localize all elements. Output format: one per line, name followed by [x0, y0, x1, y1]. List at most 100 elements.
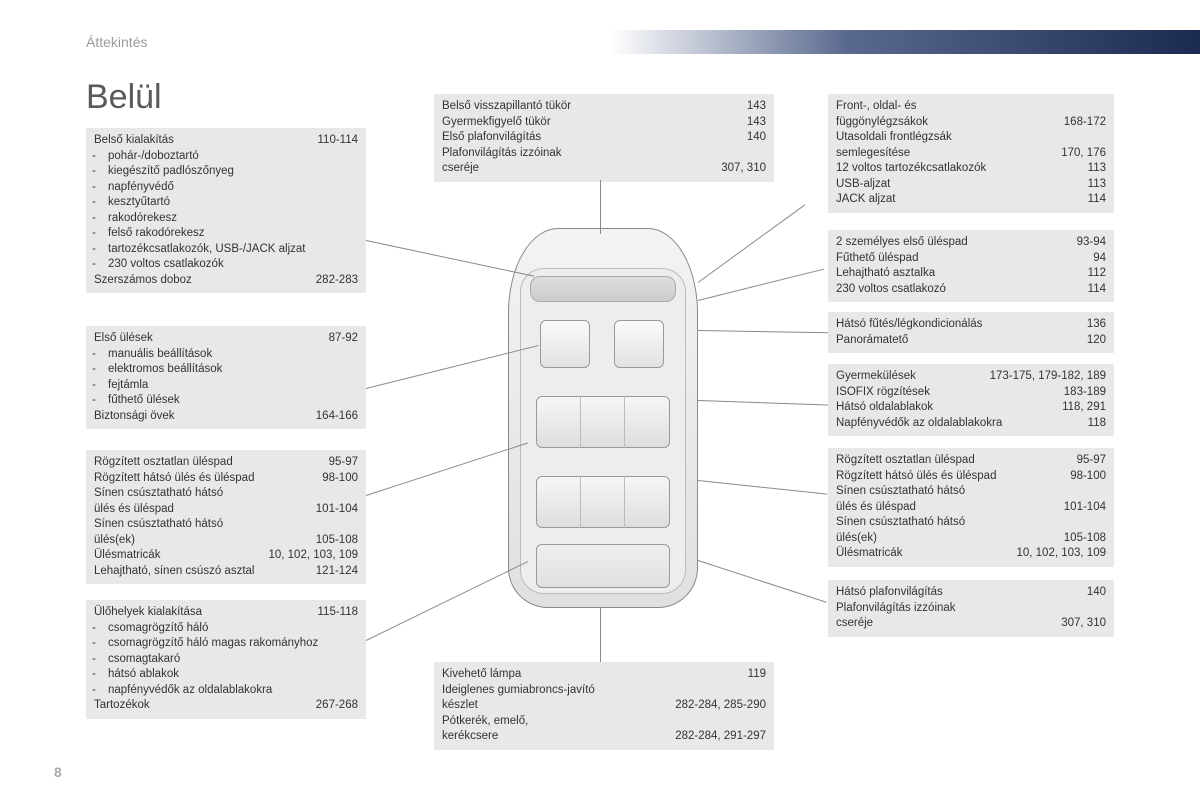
index-subitem: fejtámla	[94, 378, 358, 394]
item-page: 307, 310	[1053, 616, 1106, 632]
item-label: 12 voltos tartozékcsatlakozók	[836, 161, 986, 177]
item-page: 110-114	[310, 133, 359, 149]
leader-line	[600, 180, 601, 234]
leader-line	[366, 561, 528, 641]
item-label: Gyermekülések	[836, 369, 916, 385]
item-label: ülés(ek)	[94, 533, 135, 549]
item-page: 267-268	[308, 698, 358, 714]
item-label: Ülésmatricák	[94, 548, 160, 564]
index-row: Belső visszapillantó tükör143	[442, 99, 766, 115]
item-label: ISOFIX rögzítések	[836, 385, 930, 401]
item-label: Sínen csúsztatható hátsó	[94, 486, 223, 502]
index-row: Fűthető üléspad94	[836, 251, 1106, 267]
index-subitem: 230 voltos csatlakozók	[94, 257, 358, 273]
item-page	[1098, 601, 1106, 617]
index-row: Ideiglenes gumiabroncs-javító	[442, 683, 766, 699]
index-row: Plafonvilágítás izzóinak	[836, 601, 1106, 617]
item-label: ülés és üléspad	[94, 502, 174, 518]
item-label: ülés(ek)	[836, 531, 877, 547]
index-row: Plafonvilágítás izzóinak	[442, 146, 766, 162]
item-label: Napfényvédők az oldalablakokra	[836, 416, 1002, 432]
index-row: 230 voltos csatlakozó114	[836, 282, 1106, 298]
item-page: 183-189	[1056, 385, 1106, 401]
item-page: 143	[739, 115, 766, 131]
index-row: kerékcsere282-284, 291-297	[442, 729, 766, 745]
item-page: 98-100	[1062, 469, 1106, 485]
item-label: Plafonvilágítás izzóinak	[836, 601, 956, 617]
item-page	[758, 714, 766, 730]
item-label: semlegesítése	[836, 146, 910, 162]
item-page: 114	[1080, 192, 1106, 208]
page-number: 8	[54, 764, 62, 780]
box-rear-lighting: Hátsó plafonvilágítás140Plafonvilágítás …	[828, 580, 1114, 637]
item-page: 282-284, 285-290	[667, 698, 766, 714]
leader-line	[698, 330, 828, 333]
index-row: Tartozékok 267-268	[94, 698, 358, 714]
index-row: Pótkerék, emelő,	[442, 714, 766, 730]
item-page: 98-100	[314, 471, 358, 487]
item-page: 105-108	[1056, 531, 1106, 547]
index-row: semlegesítése170, 176	[836, 146, 1106, 162]
item-label: Kivehető lámpa	[442, 667, 521, 683]
index-subitem: napfényvédő	[94, 180, 358, 196]
box-tools-spare: Kivehető lámpa119Ideiglenes gumiabroncs-…	[434, 662, 774, 750]
item-page: 10, 102, 103, 109	[260, 548, 358, 564]
index-row: Utasoldali frontlégzsák	[836, 130, 1106, 146]
item-page: 113	[1080, 177, 1106, 193]
index-subitem: kesztyűtartó	[94, 195, 358, 211]
item-label: Ülőhelyek kialakítása	[94, 605, 202, 621]
item-page	[758, 683, 766, 699]
box-airbags-sockets: Front-, oldal- és függönylégzsákok168-17…	[828, 94, 1114, 213]
item-page: 307, 310	[713, 161, 766, 177]
index-row: 2 személyes első üléspad93-94	[836, 235, 1106, 251]
index-row: Panorámatető 120	[836, 333, 1106, 349]
item-page	[1098, 515, 1106, 531]
page-header: Áttekintés	[0, 30, 1200, 54]
index-row: Rögzített osztatlan üléspad95-97	[94, 455, 358, 471]
page-title: Belül	[86, 78, 162, 117]
index-subitem: csomagrögzítő háló	[94, 621, 358, 637]
item-label: Plafonvilágítás izzóinak	[442, 146, 562, 162]
item-page: 140	[1079, 585, 1106, 601]
index-row: készlet282-284, 285-290	[442, 698, 766, 714]
item-page: 173-175, 179-182, 189	[982, 369, 1106, 385]
index-row: ülés és üléspad 101-104	[94, 502, 358, 518]
index-row: ülés(ek) 105-108	[836, 531, 1106, 547]
item-page: 112	[1080, 266, 1106, 282]
item-page: 282-284, 291-297	[667, 729, 766, 745]
index-row: Ülőhelyek kialakítása115-118	[94, 605, 358, 621]
leader-line	[698, 560, 827, 603]
item-label: Első plafonvilágítás	[442, 130, 541, 146]
index-row: Napfényvédők az oldalablakokra118	[836, 416, 1106, 432]
item-page: 95-97	[321, 455, 358, 471]
item-label: USB-aljzat	[836, 177, 890, 193]
box-fixed-seats-left: Rögzített osztatlan üléspad95-97Rögzítet…	[86, 450, 366, 584]
item-label: 230 voltos csatlakozó	[836, 282, 946, 298]
item-page	[1098, 484, 1106, 500]
item-page	[758, 146, 766, 162]
index-row: Kivehető lámpa119	[442, 667, 766, 683]
item-page: 113	[1080, 161, 1106, 177]
index-row: USB-aljzat 113	[836, 177, 1106, 193]
item-label: Front-, oldal- és	[836, 99, 917, 115]
item-label: Sínen csúsztatható hátsó	[836, 515, 965, 531]
index-subitem: tartozékcsatlakozók, USB-/JACK aljzat	[94, 242, 358, 258]
index-subitem: napfényvédők az oldalablakokra	[94, 683, 358, 699]
item-page	[350, 517, 358, 533]
item-page: 101-104	[308, 502, 358, 518]
item-page: 120	[1079, 333, 1106, 349]
index-row: cseréje307, 310	[836, 616, 1106, 632]
index-row: Lehajtható asztalka112	[836, 266, 1106, 282]
item-label: Sínen csúsztatható hátsó	[836, 484, 965, 500]
item-label: Tartozékok	[94, 698, 150, 714]
item-label: Rögzített hátsó ülés és üléspad	[836, 469, 996, 485]
item-label: cseréje	[442, 161, 479, 177]
item-page: 121-124	[308, 564, 358, 580]
header-gradient	[610, 30, 1200, 54]
index-subitem: kiegészítő padlószőnyeg	[94, 164, 358, 180]
item-page: 94	[1085, 251, 1106, 267]
leader-line	[698, 480, 827, 495]
item-label: Biztonsági övek	[94, 409, 175, 425]
item-label: Panorámatető	[836, 333, 908, 349]
item-page: 164-166	[308, 409, 358, 425]
